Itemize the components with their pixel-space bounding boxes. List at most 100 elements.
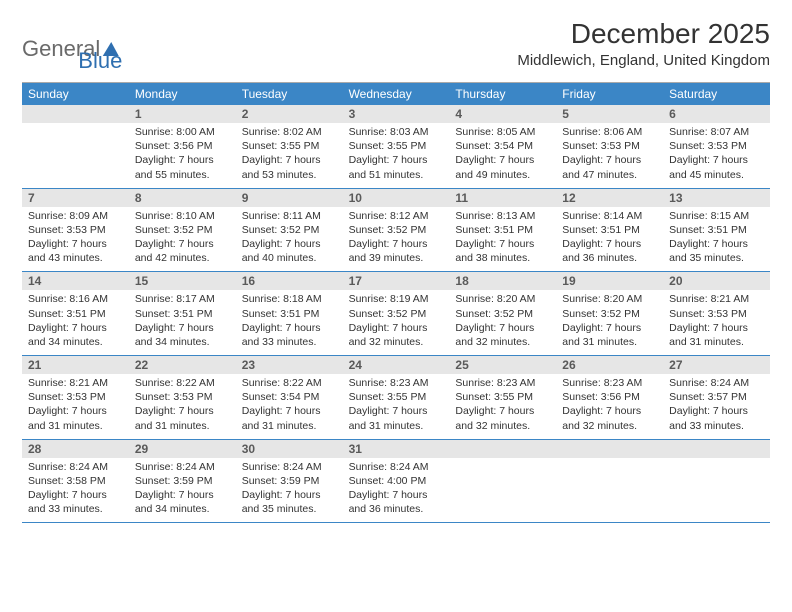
sunset-line: Sunset: 4:00 PM (349, 474, 444, 488)
daylight-line: Daylight: 7 hours and 35 minutes. (242, 488, 337, 516)
sunset-line: Sunset: 3:57 PM (669, 390, 764, 404)
day-details: Sunrise: 8:18 AMSunset: 3:51 PMDaylight:… (236, 290, 343, 355)
day-cell: 12Sunrise: 8:14 AMSunset: 3:51 PMDayligh… (556, 189, 663, 272)
sunset-line: Sunset: 3:54 PM (455, 139, 550, 153)
day-number: 27 (663, 356, 770, 374)
sunset-line: Sunset: 3:51 PM (242, 307, 337, 321)
sunrise-line: Sunrise: 8:12 AM (349, 209, 444, 223)
daylight-line: Daylight: 7 hours and 55 minutes. (135, 153, 230, 181)
day-cell: 9Sunrise: 8:11 AMSunset: 3:52 PMDaylight… (236, 189, 343, 272)
day-details: Sunrise: 8:24 AMSunset: 3:59 PMDaylight:… (236, 458, 343, 523)
location-text: Middlewich, England, United Kingdom (517, 52, 770, 69)
sunset-line: Sunset: 3:51 PM (135, 307, 230, 321)
sunset-line: Sunset: 3:53 PM (135, 390, 230, 404)
day-details: Sunrise: 8:23 AMSunset: 3:56 PMDaylight:… (556, 374, 663, 439)
day-cell: 15Sunrise: 8:17 AMSunset: 3:51 PMDayligh… (129, 272, 236, 355)
sunrise-line: Sunrise: 8:23 AM (562, 376, 657, 390)
day-number: 28 (22, 440, 129, 458)
day-details: Sunrise: 8:12 AMSunset: 3:52 PMDaylight:… (343, 207, 450, 272)
day-number: 11 (449, 189, 556, 207)
day-number: 14 (22, 272, 129, 290)
day-details: Sunrise: 8:19 AMSunset: 3:52 PMDaylight:… (343, 290, 450, 355)
day-cell: 3Sunrise: 8:03 AMSunset: 3:55 PMDaylight… (343, 105, 450, 188)
daylight-line: Daylight: 7 hours and 33 minutes. (242, 321, 337, 349)
sunrise-line: Sunrise: 8:21 AM (28, 376, 123, 390)
sunrise-line: Sunrise: 8:23 AM (455, 376, 550, 390)
sunset-line: Sunset: 3:53 PM (28, 390, 123, 404)
day-number: 25 (449, 356, 556, 374)
day-details: Sunrise: 8:17 AMSunset: 3:51 PMDaylight:… (129, 290, 236, 355)
day-cell: 14Sunrise: 8:16 AMSunset: 3:51 PMDayligh… (22, 272, 129, 355)
day-number: 20 (663, 272, 770, 290)
daylight-line: Daylight: 7 hours and 36 minutes. (562, 237, 657, 265)
daylight-line: Daylight: 7 hours and 31 minutes. (669, 321, 764, 349)
sunset-line: Sunset: 3:53 PM (669, 307, 764, 321)
weekday-header-row: SundayMondayTuesdayWednesdayThursdayFrid… (22, 83, 770, 105)
sunset-line: Sunset: 3:51 PM (28, 307, 123, 321)
sunset-line: Sunset: 3:52 PM (455, 307, 550, 321)
month-title: December 2025 (517, 18, 770, 50)
sunset-line: Sunset: 3:52 PM (349, 307, 444, 321)
day-details: Sunrise: 8:24 AMSunset: 3:58 PMDaylight:… (22, 458, 129, 523)
daylight-line: Daylight: 7 hours and 49 minutes. (455, 153, 550, 181)
day-details: Sunrise: 8:02 AMSunset: 3:55 PMDaylight:… (236, 123, 343, 188)
day-cell: 19Sunrise: 8:20 AMSunset: 3:52 PMDayligh… (556, 272, 663, 355)
daylight-line: Daylight: 7 hours and 31 minutes. (135, 404, 230, 432)
day-cell-blank (663, 440, 770, 523)
daylight-line: Daylight: 7 hours and 42 minutes. (135, 237, 230, 265)
day-details: Sunrise: 8:24 AMSunset: 3:57 PMDaylight:… (663, 374, 770, 439)
sunrise-line: Sunrise: 8:24 AM (669, 376, 764, 390)
daylight-line: Daylight: 7 hours and 53 minutes. (242, 153, 337, 181)
day-details: Sunrise: 8:05 AMSunset: 3:54 PMDaylight:… (449, 123, 556, 188)
day-number: 1 (129, 105, 236, 123)
daylight-line: Daylight: 7 hours and 31 minutes. (562, 321, 657, 349)
logo-triangle-icon (103, 42, 121, 56)
day-details: Sunrise: 8:20 AMSunset: 3:52 PMDaylight:… (556, 290, 663, 355)
day-number: 9 (236, 189, 343, 207)
day-cell: 26Sunrise: 8:23 AMSunset: 3:56 PMDayligh… (556, 356, 663, 439)
day-details: Sunrise: 8:06 AMSunset: 3:53 PMDaylight:… (556, 123, 663, 188)
sunrise-line: Sunrise: 8:24 AM (135, 460, 230, 474)
day-number (22, 105, 129, 123)
sunrise-line: Sunrise: 8:17 AM (135, 292, 230, 306)
sunrise-line: Sunrise: 8:22 AM (242, 376, 337, 390)
sunset-line: Sunset: 3:53 PM (28, 223, 123, 237)
day-details: Sunrise: 8:24 AMSunset: 3:59 PMDaylight:… (129, 458, 236, 523)
sunrise-line: Sunrise: 8:03 AM (349, 125, 444, 139)
day-number: 15 (129, 272, 236, 290)
daylight-line: Daylight: 7 hours and 32 minutes. (455, 321, 550, 349)
day-details: Sunrise: 8:11 AMSunset: 3:52 PMDaylight:… (236, 207, 343, 272)
calendar: SundayMondayTuesdayWednesdayThursdayFrid… (22, 82, 770, 523)
day-details: Sunrise: 8:22 AMSunset: 3:53 PMDaylight:… (129, 374, 236, 439)
day-cell: 6Sunrise: 8:07 AMSunset: 3:53 PMDaylight… (663, 105, 770, 188)
day-cell: 2Sunrise: 8:02 AMSunset: 3:55 PMDaylight… (236, 105, 343, 188)
daylight-line: Daylight: 7 hours and 45 minutes. (669, 153, 764, 181)
weekday-tuesday: Tuesday (236, 83, 343, 105)
daylight-line: Daylight: 7 hours and 33 minutes. (28, 488, 123, 516)
day-details: Sunrise: 8:21 AMSunset: 3:53 PMDaylight:… (663, 290, 770, 355)
daylight-line: Daylight: 7 hours and 33 minutes. (669, 404, 764, 432)
sunset-line: Sunset: 3:52 PM (242, 223, 337, 237)
day-cell: 29Sunrise: 8:24 AMSunset: 3:59 PMDayligh… (129, 440, 236, 523)
day-number: 6 (663, 105, 770, 123)
day-cell: 20Sunrise: 8:21 AMSunset: 3:53 PMDayligh… (663, 272, 770, 355)
sunset-line: Sunset: 3:54 PM (242, 390, 337, 404)
day-details: Sunrise: 8:03 AMSunset: 3:55 PMDaylight:… (343, 123, 450, 188)
day-cell: 17Sunrise: 8:19 AMSunset: 3:52 PMDayligh… (343, 272, 450, 355)
day-cell: 13Sunrise: 8:15 AMSunset: 3:51 PMDayligh… (663, 189, 770, 272)
sunset-line: Sunset: 3:55 PM (455, 390, 550, 404)
daylight-line: Daylight: 7 hours and 31 minutes. (349, 404, 444, 432)
sunrise-line: Sunrise: 8:13 AM (455, 209, 550, 223)
day-details: Sunrise: 8:10 AMSunset: 3:52 PMDaylight:… (129, 207, 236, 272)
day-number: 5 (556, 105, 663, 123)
sunset-line: Sunset: 3:59 PM (135, 474, 230, 488)
sunset-line: Sunset: 3:55 PM (242, 139, 337, 153)
day-details: Sunrise: 8:23 AMSunset: 3:55 PMDaylight:… (449, 374, 556, 439)
sunrise-line: Sunrise: 8:05 AM (455, 125, 550, 139)
day-details: Sunrise: 8:20 AMSunset: 3:52 PMDaylight:… (449, 290, 556, 355)
day-number: 16 (236, 272, 343, 290)
day-number: 18 (449, 272, 556, 290)
week-row: 21Sunrise: 8:21 AMSunset: 3:53 PMDayligh… (22, 356, 770, 440)
sunrise-line: Sunrise: 8:14 AM (562, 209, 657, 223)
day-cell: 10Sunrise: 8:12 AMSunset: 3:52 PMDayligh… (343, 189, 450, 272)
